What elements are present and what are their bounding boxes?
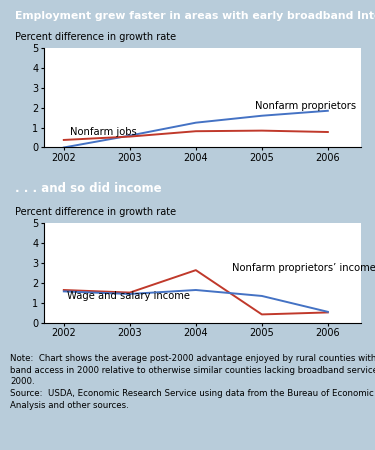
Text: Nonfarm jobs: Nonfarm jobs — [70, 127, 137, 137]
Text: Note:  Chart shows the average post-2000 advantage enjoyed by rural counties wit: Note: Chart shows the average post-2000 … — [10, 354, 375, 410]
Text: . . . and so did income: . . . and so did income — [15, 182, 162, 195]
Text: Employment grew faster in areas with early broadband Internet access . . .: Employment grew faster in areas with ear… — [15, 11, 375, 21]
Text: Percent difference in growth rate: Percent difference in growth rate — [15, 207, 177, 217]
Text: Wage and salary income: Wage and salary income — [67, 291, 190, 302]
Text: Nonfarm proprietors’ income: Nonfarm proprietors’ income — [232, 263, 375, 273]
Text: Nonfarm proprietors: Nonfarm proprietors — [255, 101, 356, 111]
Text: Percent difference in growth rate: Percent difference in growth rate — [15, 32, 177, 42]
